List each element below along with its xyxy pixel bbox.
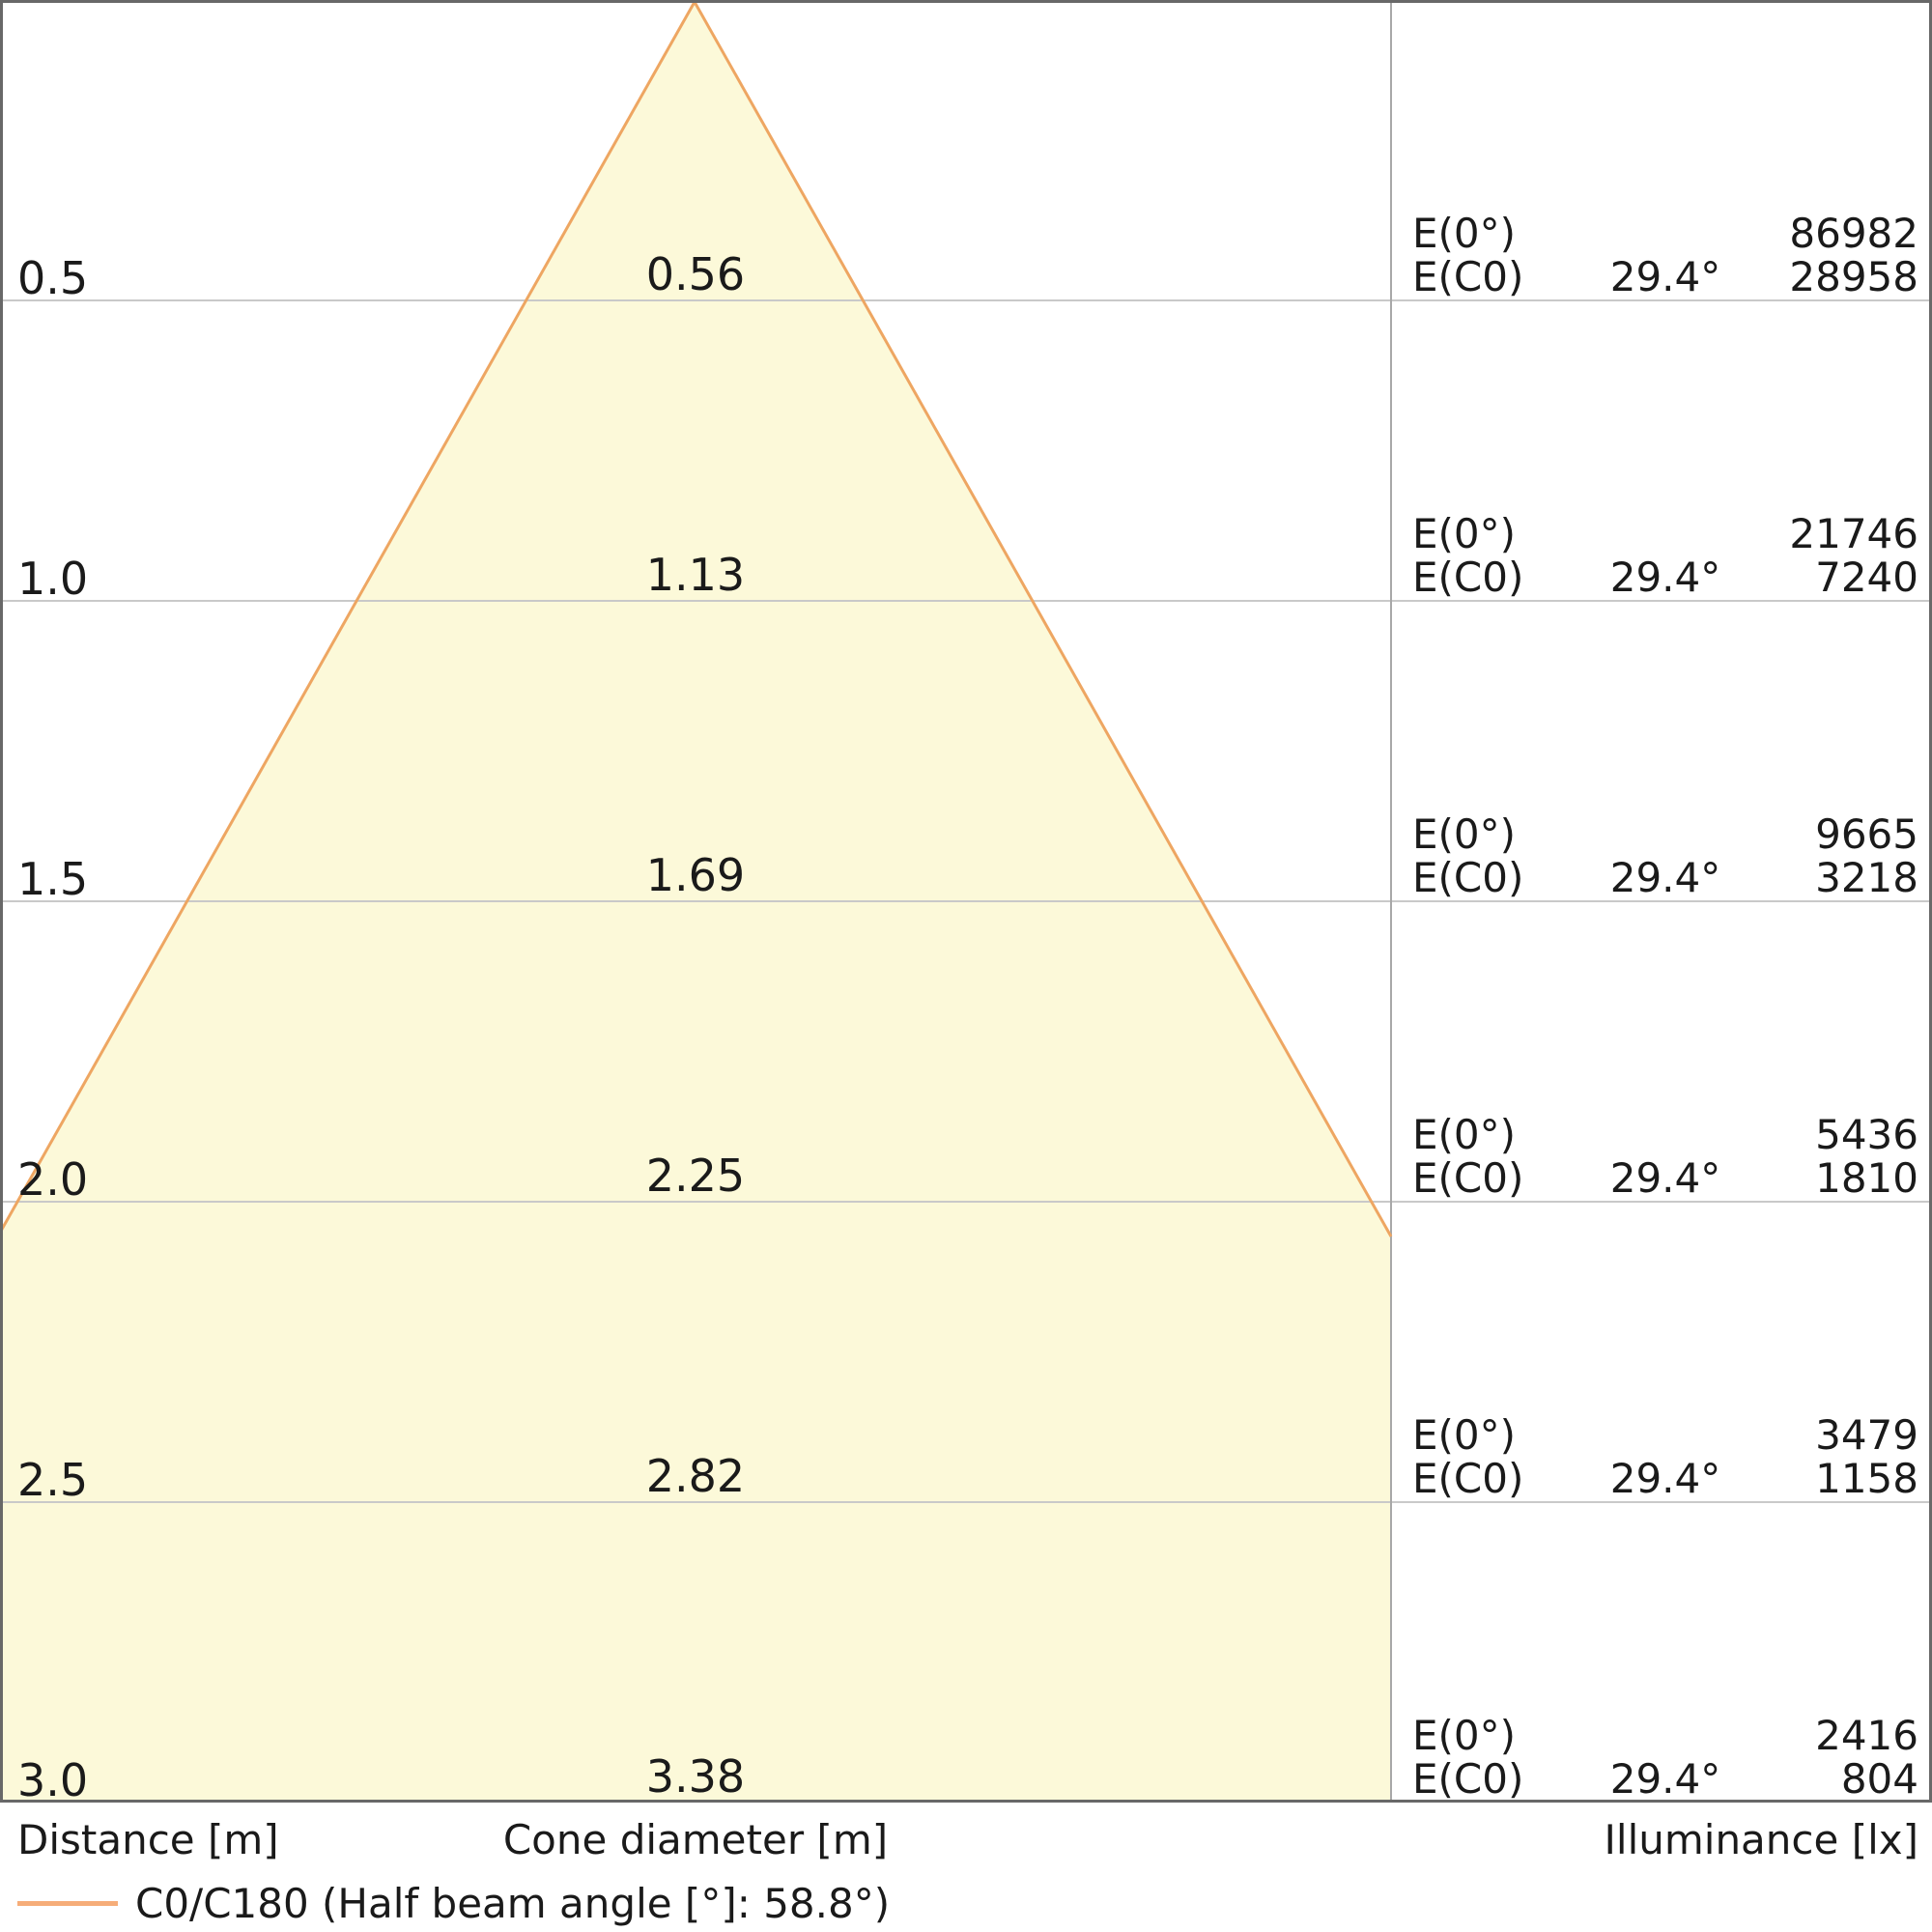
illuminance-line-e0: E(0°) 9665	[1412, 812, 1918, 856]
cone-diameter-value: 0.56	[645, 248, 746, 300]
cone-diameter-value: 2.82	[645, 1450, 746, 1502]
distance-label: 1.5	[17, 853, 89, 905]
illuminance-line-ec0: E(C0) 29.4° 1158	[1412, 1457, 1918, 1500]
illuminance-line-e0: E(0°) 5436	[1412, 1113, 1918, 1156]
light-cone-edges	[0, 1, 1393, 1237]
illuminance-line-ec0: E(C0) 29.4° 28958	[1412, 255, 1918, 298]
illuminance-row: E(0°) 5436 E(C0) 29.4° 1810	[1412, 1113, 1918, 1200]
e0-value: 21746	[1789, 510, 1918, 557]
e0-value: 5436	[1815, 1111, 1918, 1158]
e0-label: E(0°)	[1412, 1411, 1517, 1459]
legend-label: C0/C180 (Half beam angle [°]: 58.8°)	[135, 1880, 891, 1927]
distance-label: 2.0	[17, 1153, 89, 1206]
ec0-label: E(C0)	[1412, 253, 1524, 300]
distance-label: 1.0	[17, 553, 89, 605]
cone-edge-right	[693, 1, 1393, 1237]
angle-value: 29.4°	[1609, 1455, 1721, 1502]
illuminance-line-ec0: E(C0) 29.4° 1810	[1412, 1156, 1918, 1200]
ec0-value: 1158	[1815, 1455, 1918, 1502]
distance-label: 0.5	[17, 252, 89, 304]
e0-label: E(0°)	[1412, 810, 1517, 858]
cone-diameter-value: 1.69	[645, 849, 746, 901]
angle-value: 29.4°	[1609, 854, 1721, 901]
illuminance-row: E(0°) 86982 E(C0) 29.4° 28958	[1412, 212, 1918, 298]
e0-value: 86982	[1789, 210, 1918, 257]
ec0-label: E(C0)	[1412, 1455, 1524, 1502]
ec0-label: E(C0)	[1412, 1755, 1524, 1803]
illuminance-line-e0: E(0°) 2416	[1412, 1714, 1918, 1757]
ec0-value: 804	[1840, 1755, 1918, 1803]
cone-edge-left	[0, 1, 696, 1234]
ec0-label: E(C0)	[1412, 854, 1524, 901]
illuminance-line-e0: E(0°) 3479	[1412, 1413, 1918, 1457]
axis-label-cone-diameter: Cone diameter [m]	[502, 1816, 889, 1863]
illuminance-row: E(0°) 2416 E(C0) 29.4° 804	[1412, 1714, 1918, 1801]
ec0-value: 3218	[1815, 854, 1918, 901]
ec0-value: 1810	[1815, 1154, 1918, 1202]
rows-layer: 0.5 0.56 E(0°) 86982 E(C0) 29.4° 28958 1.0 1.13 E…	[17, 212, 1918, 1806]
ec0-label: E(C0)	[1412, 554, 1524, 601]
e0-label: E(0°)	[1412, 1712, 1517, 1759]
illuminance-row: E(0°) 9665 E(C0) 29.4° 3218	[1412, 812, 1918, 899]
grid-line	[0, 1201, 1932, 1203]
angle-value: 29.4°	[1609, 554, 1721, 601]
e0-value: 3479	[1815, 1411, 1918, 1459]
axis-label-distance: Distance [m]	[17, 1816, 279, 1863]
grid-line	[0, 299, 1932, 301]
angle-value: 29.4°	[1609, 1154, 1721, 1202]
ec0-value: 7240	[1815, 554, 1918, 601]
e0-value: 2416	[1815, 1712, 1918, 1759]
angle-value: 29.4°	[1609, 253, 1721, 300]
illuminance-line-ec0: E(C0) 29.4° 804	[1412, 1757, 1918, 1801]
table-divider	[1390, 0, 1392, 1803]
e0-label: E(0°)	[1412, 510, 1517, 557]
illuminance-line-ec0: E(C0) 29.4° 3218	[1412, 856, 1918, 899]
cone-diameter-value: 3.38	[645, 1750, 746, 1803]
angle-value: 29.4°	[1609, 1755, 1721, 1803]
illuminance-line-e0: E(0°) 21746	[1412, 512, 1918, 555]
grid-line	[0, 600, 1932, 602]
cone-diameter-value: 2.25	[645, 1150, 746, 1202]
grid-line	[0, 900, 1932, 902]
legend-line-swatch	[17, 1901, 118, 1906]
illuminance-line-ec0: E(C0) 29.4° 7240	[1412, 555, 1918, 599]
grid-line	[0, 1501, 1932, 1503]
e0-label: E(0°)	[1412, 1111, 1517, 1158]
cone-diameter-value: 1.13	[645, 549, 746, 601]
illuminance-row: E(0°) 3479 E(C0) 29.4° 1158	[1412, 1413, 1918, 1500]
axis-label-illuminance: Illuminance [lx]	[1604, 1816, 1918, 1863]
distance-label: 3.0	[17, 1754, 89, 1806]
e0-value: 9665	[1815, 810, 1918, 858]
ec0-label: E(C0)	[1412, 1154, 1524, 1202]
illuminance-row: E(0°) 21746 E(C0) 29.4° 7240	[1412, 512, 1918, 599]
distance-label: 2.5	[17, 1454, 89, 1506]
legend: C0/C180 (Half beam angle [°]: 58.8°)	[0, 1880, 1932, 1932]
ec0-value: 28958	[1789, 253, 1918, 300]
illuminance-line-e0: E(0°) 86982	[1412, 212, 1918, 255]
e0-label: E(0°)	[1412, 210, 1517, 257]
